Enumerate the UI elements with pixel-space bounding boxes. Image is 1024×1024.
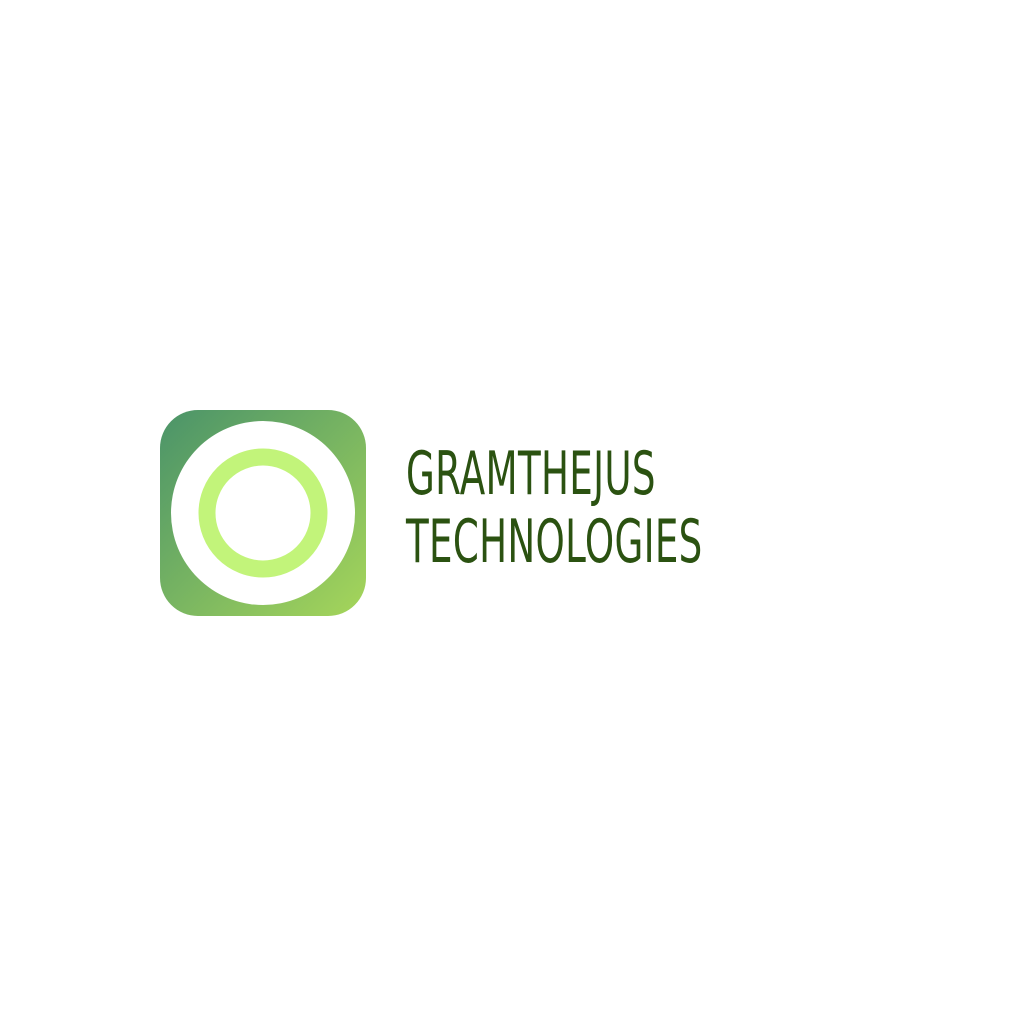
- company-name-line-2: TECHNOLOGIES: [406, 507, 703, 577]
- logo-green-ring: [198, 448, 328, 578]
- green-ring-app-icon: [160, 410, 366, 616]
- logo-white-disc: [171, 421, 355, 605]
- company-wordmark: GRAMTHEJUS TECHNOLOGIES: [406, 439, 703, 577]
- company-name-line-1: GRAMTHEJUS: [406, 439, 656, 509]
